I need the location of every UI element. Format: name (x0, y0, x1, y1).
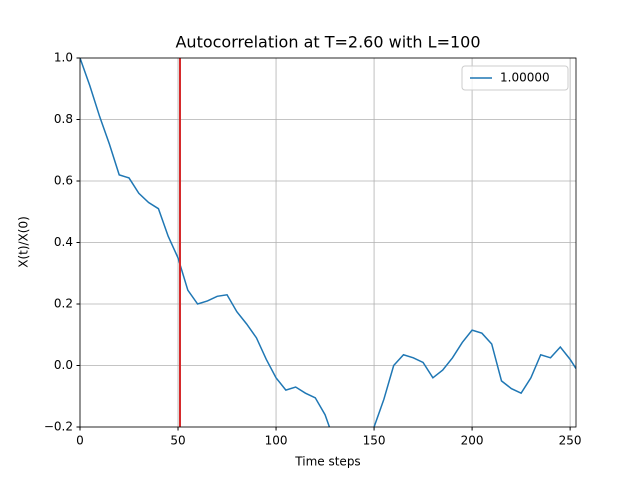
y-tick-label: 1.0 (54, 51, 73, 65)
data-line (80, 58, 576, 427)
x-tick-label: 100 (265, 434, 288, 448)
axes-frame (79, 57, 577, 428)
y-tick-label: 0.6 (54, 174, 73, 188)
y-axis-label: X(t)/X(0) (17, 216, 31, 268)
chart-title: Autocorrelation at T=2.60 with L=100 (175, 33, 480, 52)
y-tick-label: 0.2 (54, 297, 73, 311)
x-tick-label: 150 (363, 434, 386, 448)
legend-box (461, 65, 569, 91)
x-tick-label: 200 (461, 434, 484, 448)
x-tick-label: 0 (76, 434, 84, 448)
plot-area (80, 58, 576, 427)
y-tick-label: −0.2 (44, 420, 73, 434)
y-tick-label: 0.8 (54, 112, 73, 126)
legend-label: 1.00000 (500, 71, 550, 85)
y-tick-label: 0.4 (54, 235, 73, 249)
x-axis-label: Time steps (294, 455, 360, 469)
x-tick-label: 250 (559, 434, 582, 448)
x-tick-label: 50 (170, 434, 185, 448)
y-tick-label: 0.0 (54, 358, 73, 372)
